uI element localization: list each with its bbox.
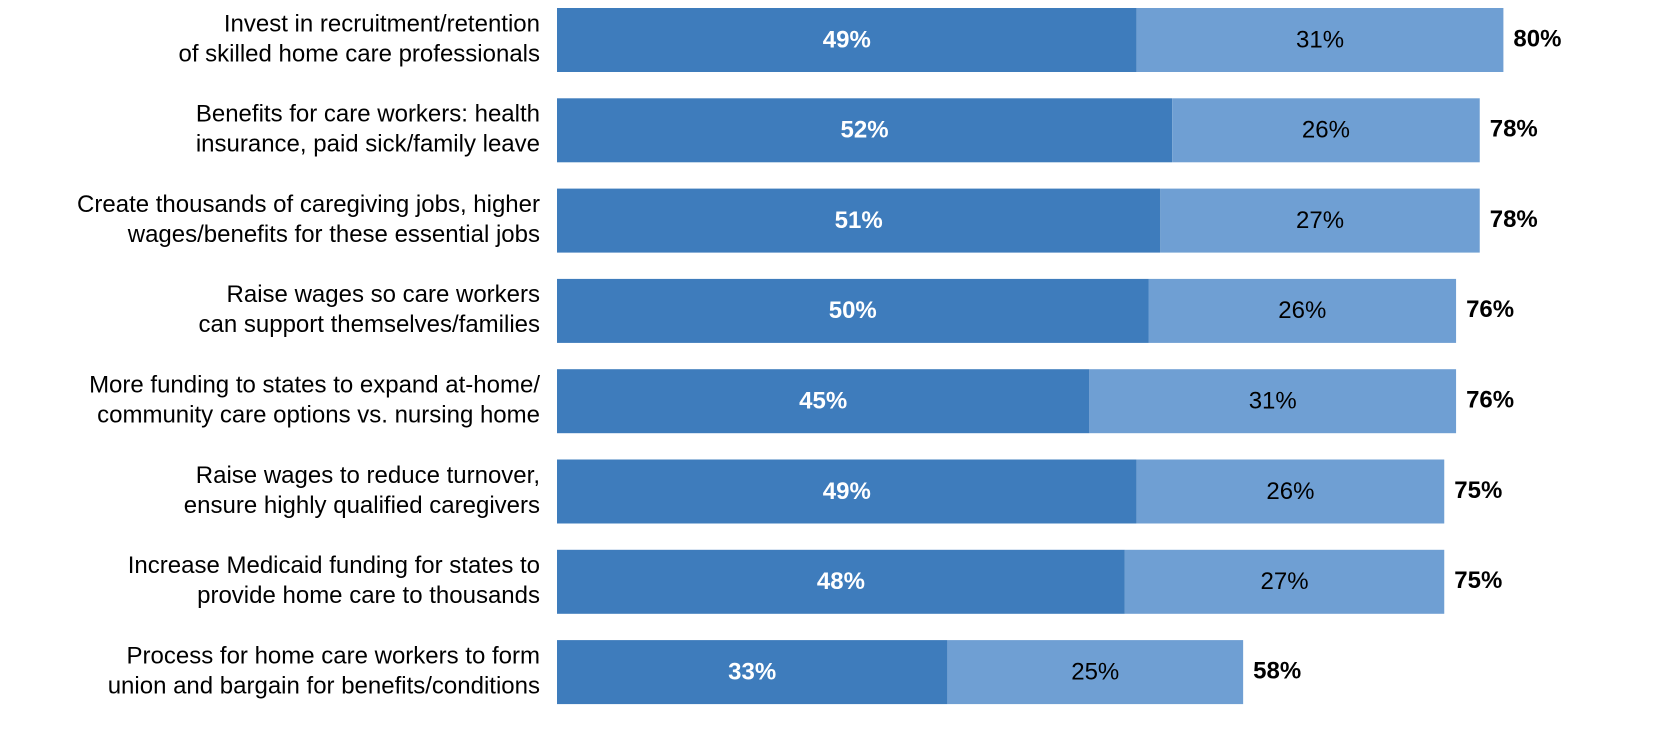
category-label: wages/benefits for these essential jobs: [127, 221, 540, 248]
bar-segment: [1160, 188, 1480, 253]
value-label: 31%: [1249, 388, 1297, 415]
category-label: Benefits for care workers: health: [196, 101, 540, 128]
category-label: Process for home care workers to form: [127, 642, 540, 669]
total-label: 75%: [1454, 477, 1502, 504]
bar-segment: [557, 640, 948, 705]
value-label: 51%: [835, 207, 883, 234]
total-label: 58%: [1253, 657, 1301, 684]
total-label: 80%: [1513, 25, 1561, 52]
value-label: 31%: [1296, 26, 1344, 53]
bar-segment: [1089, 369, 1457, 434]
category-label: Raise wages to reduce turnover,: [196, 462, 540, 489]
bar-segment: [1172, 98, 1480, 163]
value-label: 25%: [1071, 658, 1119, 685]
category-label: More funding to states to expand at-home…: [89, 372, 540, 399]
bar-segment: [557, 98, 1173, 163]
category-label: union and bargain for benefits/condition…: [108, 672, 540, 699]
category-label: can support themselves/families: [199, 311, 540, 338]
category-label: Invest in recruitment/retention: [224, 10, 540, 37]
category-label: Increase Medicaid funding for states to: [128, 552, 540, 579]
bar-segment: [557, 8, 1137, 72]
category-label: community care options vs. nursing home: [97, 402, 540, 429]
category-label: Create thousands of caregiving jobs, hig…: [77, 191, 540, 218]
bar-segment: [947, 640, 1244, 705]
value-label: 52%: [841, 117, 889, 144]
value-label: 45%: [799, 388, 847, 415]
bar-segment: [557, 459, 1137, 524]
value-label: 26%: [1302, 117, 1350, 144]
value-label: 49%: [823, 26, 871, 53]
bar-segment: [1148, 278, 1457, 343]
category-label: Raise wages so care workers: [227, 281, 540, 308]
value-label: 50%: [829, 297, 877, 324]
total-label: 76%: [1466, 387, 1514, 414]
bar-segment: [557, 188, 1161, 253]
total-label: 78%: [1490, 206, 1538, 233]
value-label: 26%: [1266, 478, 1314, 505]
bar-segment: [1136, 459, 1445, 524]
total-label: 76%: [1466, 296, 1514, 323]
bar-segment: [1124, 549, 1445, 614]
total-label: 75%: [1454, 567, 1502, 594]
value-label: 27%: [1296, 207, 1344, 234]
bar-segment: [557, 278, 1149, 343]
value-label: 33%: [728, 658, 776, 685]
category-label: ensure highly qualified caregivers: [184, 492, 540, 519]
category-label: insurance, paid sick/family leave: [196, 131, 540, 158]
category-label: provide home care to thousands: [197, 582, 540, 609]
value-label: 49%: [823, 478, 871, 505]
category-label: of skilled home care professionals: [178, 40, 540, 67]
total-label: 78%: [1490, 116, 1538, 143]
value-label: 27%: [1261, 568, 1309, 595]
value-label: 26%: [1278, 297, 1326, 324]
bar-segment: [557, 369, 1090, 434]
bar-segment: [1136, 8, 1504, 72]
value-label: 48%: [817, 568, 865, 595]
bar-segment: [557, 549, 1125, 614]
